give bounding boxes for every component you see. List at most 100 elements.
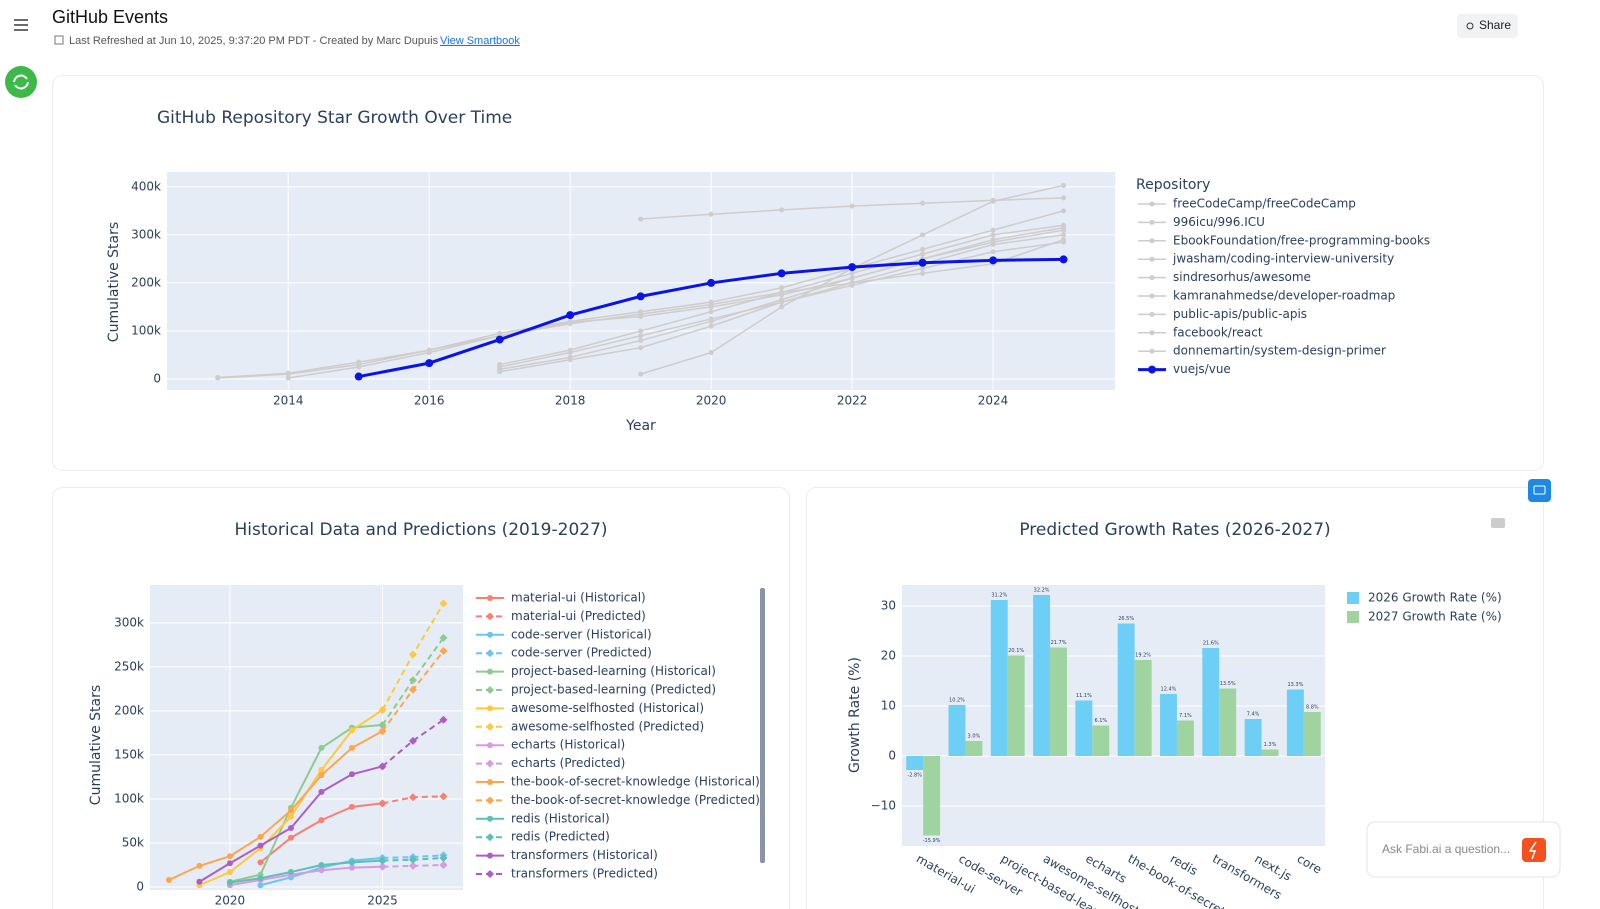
- marker: [348, 744, 355, 751]
- marker: [989, 256, 998, 265]
- marker: [257, 859, 264, 866]
- marker: [348, 771, 355, 778]
- legend-marker: [486, 833, 494, 842]
- marker: [990, 232, 996, 238]
- series: [215, 237, 1067, 381]
- legend-label: sindresorhus/awesome: [1173, 270, 1311, 284]
- bar: [1176, 720, 1194, 756]
- marker: [638, 311, 644, 317]
- y-tick-label: 0: [888, 749, 896, 763]
- marker: [378, 862, 387, 871]
- marker: [708, 316, 714, 322]
- marker: [1061, 222, 1067, 228]
- marker: [566, 311, 575, 320]
- bar: [1160, 694, 1177, 756]
- y-tick-label: 10: [881, 699, 896, 713]
- marker: [226, 869, 233, 876]
- marker: [849, 203, 855, 209]
- legend-marker: [1149, 219, 1155, 225]
- marker: [257, 842, 264, 849]
- marker: [1061, 239, 1067, 245]
- legend-marker: [487, 779, 493, 785]
- marker: [918, 258, 927, 267]
- legend-marker: [486, 686, 494, 694]
- plot-background: [150, 585, 463, 890]
- legend-marker: [487, 852, 493, 859]
- marker: [638, 328, 644, 334]
- camera-icon[interactable]: [1491, 518, 1505, 528]
- legend-scrollbar[interactable]: [760, 588, 765, 863]
- marker: [777, 269, 786, 278]
- marker: [495, 335, 504, 344]
- marker: [1059, 255, 1068, 264]
- share-label[interactable]: Share: [1479, 18, 1511, 32]
- legend-marker: [487, 595, 493, 601]
- marker: [1061, 182, 1067, 188]
- menu-icon[interactable]: [14, 19, 28, 31]
- y-tick-label: 200k: [114, 703, 144, 717]
- ask-send[interactable]: [1522, 838, 1546, 862]
- series: [378, 853, 448, 865]
- comment-button[interactable]: [1528, 479, 1551, 502]
- share-icon: [1466, 22, 1474, 30]
- bar-value-label: 10.2%: [949, 698, 965, 704]
- share-button[interactable]: [1457, 14, 1518, 38]
- marker: [356, 362, 362, 368]
- refresh-button[interactable]: [5, 66, 37, 98]
- marker: [567, 350, 573, 356]
- marker: [378, 706, 387, 715]
- bar-value-label: 20.1%: [1008, 648, 1024, 654]
- ask-placeholder[interactable]: Ask Fabi.ai a question...: [1382, 842, 1510, 856]
- marker: [779, 290, 785, 296]
- legend-label: awesome-selfhosted (Predicted): [511, 719, 704, 733]
- series: [378, 599, 448, 715]
- y-tick-label: 0: [153, 371, 161, 385]
- ask-box[interactable]: [1366, 821, 1561, 878]
- marker: [779, 207, 785, 213]
- y-tick-label: 250k: [114, 659, 144, 673]
- marker: [354, 372, 363, 381]
- marker: [408, 685, 417, 694]
- y-axis-title: Cumulative Stars: [88, 685, 104, 805]
- bar: [1092, 725, 1110, 756]
- marker: [638, 371, 644, 377]
- marker: [708, 323, 714, 329]
- marker: [287, 869, 294, 876]
- series: [378, 860, 448, 871]
- legend-marker: [1149, 348, 1155, 354]
- marker: [1061, 208, 1067, 214]
- bar: [1117, 623, 1135, 756]
- y-tick-label: 30: [881, 599, 896, 613]
- series: [497, 239, 1067, 370]
- legend-label: the-book-of-secret-knowledge (Historical…: [511, 775, 760, 789]
- bolt-icon: [1528, 841, 1537, 860]
- y-axis-title: Cumulative Stars: [106, 222, 122, 342]
- y-tick-label: 200k: [131, 275, 161, 289]
- marker: [707, 278, 716, 287]
- bar: [1075, 700, 1093, 756]
- comment-icon: [1533, 485, 1546, 495]
- bar: [1033, 595, 1051, 756]
- legend-label: project-based-learning (Predicted): [511, 683, 716, 697]
- marker: [196, 878, 203, 885]
- x-tick-label: 2020: [215, 894, 246, 908]
- marker: [408, 736, 417, 745]
- marker: [348, 803, 355, 810]
- x-tick-label: 2018: [555, 394, 586, 408]
- marker: [257, 882, 264, 889]
- legend-marker: [486, 759, 494, 768]
- chart-title: Historical Data and Predictions (2019-20…: [234, 520, 607, 540]
- bar: [923, 756, 941, 836]
- marker: [318, 744, 325, 751]
- bar-value-label: 1.3%: [1264, 742, 1277, 748]
- legend-label: material-ui (Historical): [511, 591, 646, 605]
- marker: [196, 862, 203, 869]
- marker: [287, 834, 294, 841]
- series: [378, 715, 448, 771]
- legend-label: code-server (Predicted): [511, 646, 652, 660]
- legend-marker: [486, 612, 494, 621]
- marker: [226, 860, 233, 867]
- smartbook-link[interactable]: View Smartbook: [440, 35, 520, 47]
- marker: [226, 853, 233, 860]
- bar: [1050, 647, 1067, 756]
